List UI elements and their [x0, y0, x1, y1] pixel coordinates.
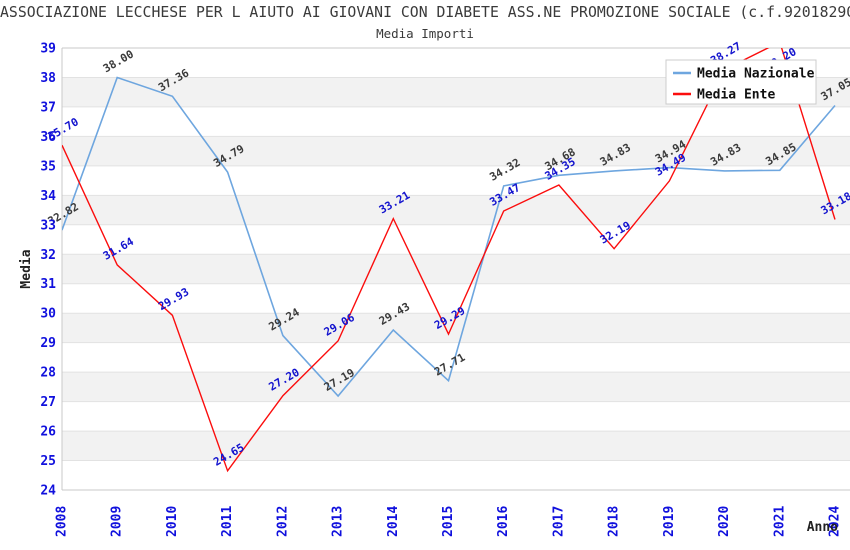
y-tick-label: 27 — [40, 395, 56, 410]
plot-bands — [62, 77, 850, 461]
axis-tick-labels: 24 25 26 27 28 29 30 31 32 33 34 35 36 37 38 39 2008 2009… — [40, 42, 842, 538]
legend-label-media-nazionale: Media Nazionale — [697, 67, 815, 82]
point-label: 38.00 — [101, 48, 136, 76]
y-tick-label: 34 — [40, 189, 56, 204]
y-tick-label: 35 — [40, 159, 56, 174]
y-axis-title: Media — [19, 249, 34, 288]
y-tick-label: 39 — [40, 42, 56, 57]
y-tick-label: 31 — [40, 277, 56, 292]
x-tick-label: 2008 — [55, 506, 70, 537]
x-tick-label: 2013 — [331, 506, 346, 537]
y-tick-label: 24 — [40, 484, 56, 499]
y-tick-label: 36 — [40, 130, 56, 145]
band — [62, 195, 850, 225]
band — [62, 431, 850, 461]
y-tick-label: 30 — [40, 307, 56, 322]
y-tick-label: 38 — [40, 71, 56, 86]
band — [62, 254, 850, 284]
y-tick-label: 29 — [40, 336, 56, 351]
series-line-media-nazionale — [62, 76, 836, 398]
y-tick-label: 37 — [40, 100, 56, 115]
y-tick-label: 32 — [40, 248, 56, 263]
x-axis-title: Anno — [807, 520, 838, 535]
y-tick-label: 33 — [40, 218, 56, 233]
x-tick-label: 2024 — [828, 506, 843, 537]
band — [62, 372, 850, 402]
x-tick-label: 2012 — [275, 506, 290, 537]
x-tick-label: 2019 — [662, 506, 677, 537]
chart-title: ASSOCIAZIONE LECCHESE PER L AIUTO AI GIO… — [0, 4, 850, 21]
x-tick-label: 2018 — [607, 506, 622, 537]
legend-box — [665, 59, 817, 105]
y-tick-label: 25 — [40, 454, 56, 469]
band — [62, 136, 850, 166]
x-tick-label: 2011 — [220, 506, 235, 537]
x-tick-label: 2014 — [386, 506, 401, 537]
x-tick-label: 2017 — [551, 506, 566, 537]
x-tick-label: 2015 — [441, 506, 456, 537]
plot-frame — [61, 47, 850, 491]
y-tick-label: 28 — [40, 366, 56, 381]
series-lines — [62, 48, 836, 473]
point-label: 29.93 — [156, 285, 191, 313]
y-tick-label: 26 — [40, 425, 56, 440]
series-line-media-ente — [62, 48, 836, 473]
chart-subtitle: Media Importi — [376, 26, 474, 41]
x-tick-label: 2009 — [110, 506, 125, 537]
x-tick-label: 2021 — [772, 506, 787, 537]
legend: Media Nazionale Media Ente — [665, 59, 817, 105]
x-tick-label: 2010 — [165, 506, 180, 537]
x-tick-label: 2020 — [717, 506, 732, 537]
legend-label-media-ente: Media Ente — [697, 88, 775, 103]
x-tick-label: 2016 — [496, 506, 511, 537]
